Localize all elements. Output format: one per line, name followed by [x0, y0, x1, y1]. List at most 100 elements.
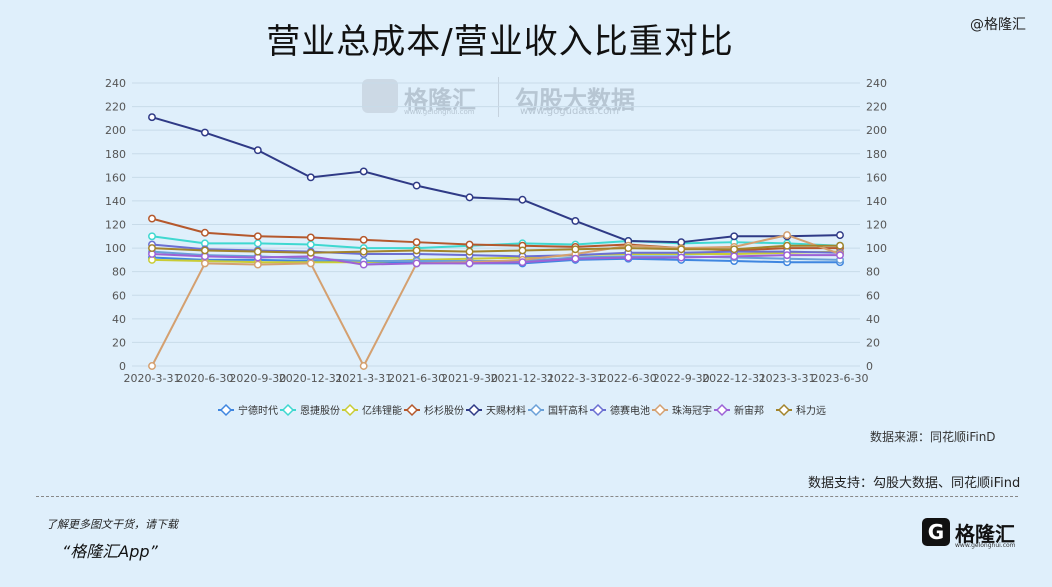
y-tick-label-left: 160 — [105, 171, 126, 184]
legend-swatch-diamond — [653, 403, 667, 417]
brand-url: www.gelonghui.com — [955, 542, 1016, 549]
data-point — [518, 195, 527, 204]
legend-label: 珠海冠宇 — [672, 404, 712, 417]
legend-label: 国轩高科 — [548, 404, 588, 417]
y-tick-label-left: 220 — [105, 101, 126, 114]
series-line — [151, 252, 840, 266]
legend-item[interactable]: 宁德时代 — [218, 403, 278, 417]
data-point — [253, 260, 262, 269]
data-point — [836, 231, 844, 240]
data-point — [253, 239, 262, 248]
data-point — [571, 245, 580, 254]
data-point — [359, 362, 368, 370]
data-point — [253, 232, 262, 241]
legend-item[interactable]: 国轩高科 — [528, 403, 588, 417]
legend-label: 杉杉股份 — [424, 404, 464, 417]
x-tick-label: 2021-9-30 — [441, 372, 498, 385]
x-tick-label: 2023-6-30 — [812, 372, 869, 385]
y-tick-label-left: 20 — [112, 336, 126, 349]
legend-label: 宁德时代 — [238, 404, 278, 417]
legend-item[interactable]: 德赛电池 — [590, 403, 650, 417]
series-line — [151, 250, 841, 264]
legend-swatch-diamond — [405, 403, 419, 417]
y-tick-label-right: 0 — [866, 360, 873, 373]
legend-item[interactable]: 新宙邦 — [714, 403, 764, 417]
legend-item[interactable]: 恩捷股份 — [280, 403, 340, 417]
data-point — [465, 193, 474, 202]
series-line — [151, 243, 841, 258]
legend-item[interactable]: 杉杉股份 — [404, 403, 464, 417]
data-point — [518, 246, 527, 255]
data-point — [836, 251, 844, 260]
divider — [36, 496, 1018, 497]
x-tick-label: 2020-9-30 — [229, 372, 286, 385]
legend-label: 新宙邦 — [734, 404, 764, 417]
data-point — [359, 260, 368, 269]
x-tick-label: 2022-6-30 — [600, 372, 657, 385]
data-point — [624, 244, 633, 253]
legend-label: 亿纬锂能 — [362, 404, 402, 417]
support-text: 数据支持：勾股大数据、同花顺iFind — [808, 476, 1021, 491]
y-tick-label-right: 220 — [866, 101, 887, 114]
x-tick-label: 2021-12-31 — [490, 372, 554, 385]
y-tick-label-right: 20 — [866, 336, 880, 349]
y-tick-label-left: 120 — [105, 219, 126, 232]
data-point — [571, 254, 580, 263]
legend-swatch-diamond — [343, 403, 357, 417]
y-tick-label-left: 40 — [112, 313, 126, 326]
promo-line-2: “格隆汇App” — [62, 542, 158, 561]
data-point — [465, 247, 474, 256]
data-point — [465, 259, 474, 268]
data-point — [677, 253, 686, 262]
data-point — [200, 228, 209, 237]
data-point — [148, 232, 156, 241]
watermark-divider — [498, 77, 499, 117]
x-tick-label: 2022-12-31 — [702, 372, 766, 385]
legend-item[interactable]: 天赐材料 — [466, 403, 526, 417]
watermark-logo-url: www.gelonghui.com — [404, 108, 475, 116]
y-tick-label-right: 180 — [866, 148, 887, 161]
data-point — [306, 173, 315, 182]
y-tick-label-right: 60 — [866, 289, 880, 302]
chart-title: 营业总成本/营业收入比重对比 — [266, 22, 734, 62]
data-point — [730, 252, 739, 261]
data-point — [148, 244, 156, 253]
legend-label: 德赛电池 — [610, 404, 650, 417]
series-line — [151, 244, 840, 254]
y-tick-label-right: 80 — [866, 266, 880, 279]
y-tick-label-right: 40 — [866, 313, 880, 326]
data-point — [253, 146, 262, 155]
data-point — [730, 232, 739, 241]
x-tick-label: 2020-12-31 — [279, 372, 343, 385]
promo-line-1: 了解更多图文干货，请下载 — [46, 518, 178, 531]
brand-name: 格隆汇 — [955, 522, 1015, 546]
legend-item[interactable]: 亿纬锂能 — [342, 403, 402, 417]
y-tick-label-left: 140 — [105, 195, 126, 208]
data-point — [148, 113, 156, 122]
legend-swatch-diamond — [591, 403, 605, 417]
legend-item[interactable]: 珠海冠宇 — [652, 403, 712, 417]
y-tick-label-right: 240 — [866, 77, 887, 90]
y-tick-label-left: 240 — [105, 77, 126, 90]
data-point — [836, 241, 844, 250]
watermark-logo-icon — [362, 79, 398, 113]
data-point — [253, 247, 262, 256]
legend-item[interactable]: 科力远 — [776, 403, 826, 417]
legend-swatch-diamond — [529, 403, 543, 417]
line-chart: 0 0 20 20 40 40 60 60 80 80 100 100 120 120 140 140 160 1… — [105, 77, 887, 417]
y-tick-label-left: 100 — [105, 242, 126, 255]
data-point — [624, 253, 633, 262]
legend-swatch-diamond — [281, 403, 295, 417]
y-tick-label-right: 120 — [866, 219, 887, 232]
data-point — [148, 214, 156, 223]
y-tick-label-left: 80 — [112, 266, 126, 279]
data-point — [412, 238, 421, 247]
data-point — [306, 233, 315, 242]
legend-swatch-diamond — [467, 403, 481, 417]
x-tick-label: 2020-3-31 — [124, 372, 181, 385]
series-line — [151, 116, 841, 244]
legend-label: 科力远 — [796, 404, 826, 417]
data-point — [412, 259, 421, 268]
x-tick-label: 2022-9-30 — [653, 372, 710, 385]
watermark-brand: 勾股大数据 — [515, 86, 635, 114]
